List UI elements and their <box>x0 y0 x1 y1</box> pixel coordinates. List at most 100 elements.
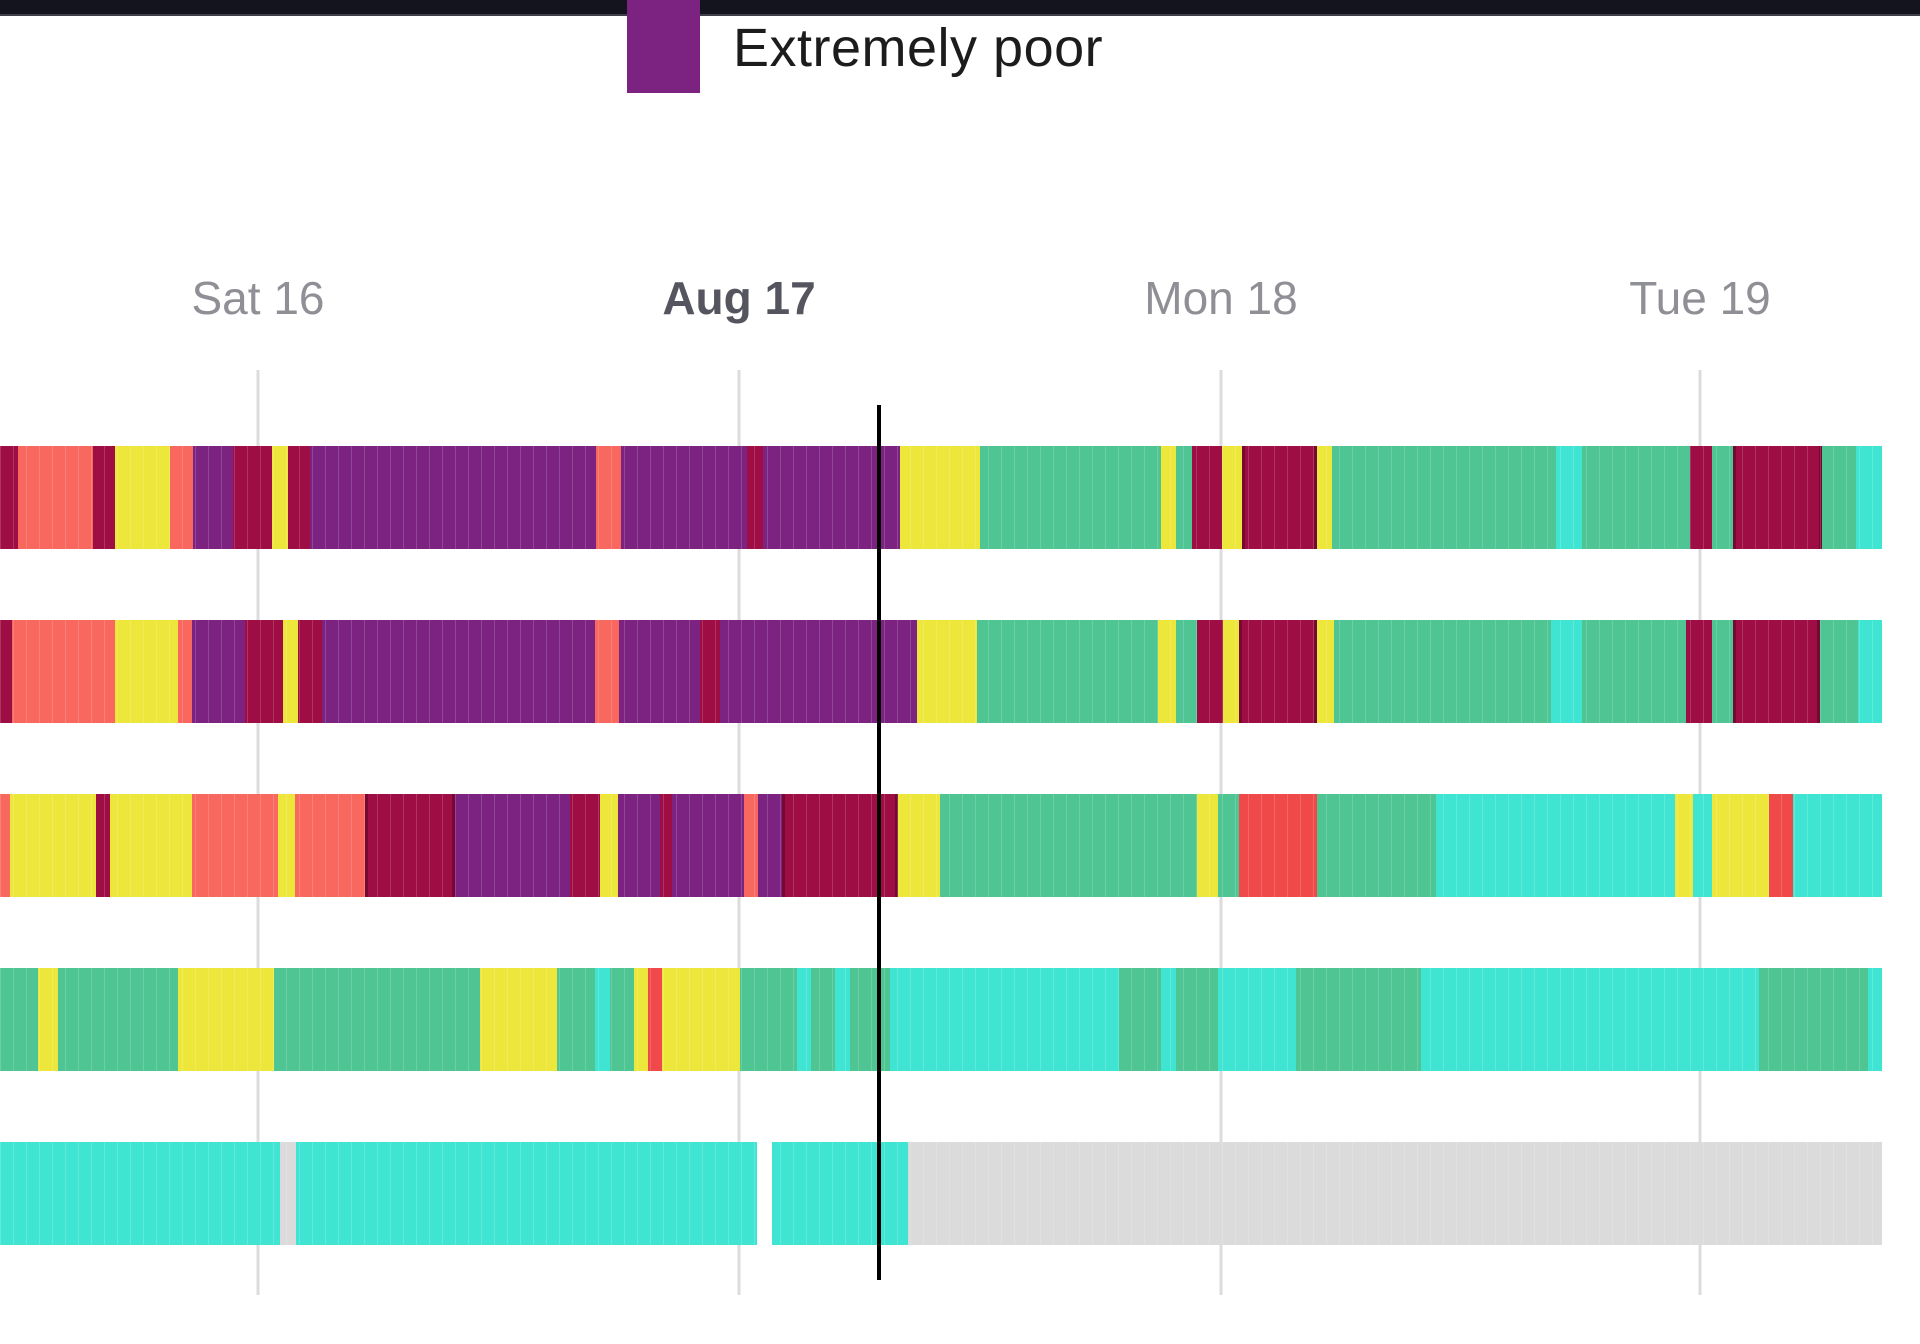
segment-yellow <box>1196 794 1218 897</box>
segment-cyan <box>1550 620 1582 723</box>
segment-salmon <box>18 446 93 549</box>
segment-yellow <box>633 968 648 1071</box>
segment-yellow <box>9 794 96 897</box>
segment-green <box>1175 968 1218 1071</box>
segment-yellow <box>177 968 274 1071</box>
segment-dark-red <box>1732 620 1820 723</box>
segment-extremely-poor <box>757 794 782 897</box>
segment-extremely-poor <box>618 620 700 723</box>
segment-green <box>1711 446 1733 549</box>
segment-yellow <box>897 794 940 897</box>
segment-yellow <box>38 968 58 1071</box>
segment-extremely-poor <box>454 794 570 897</box>
segment-cyan <box>889 968 1119 1071</box>
segment-cyan <box>1420 968 1759 1071</box>
segment-green <box>1331 446 1556 549</box>
segment-extremely-poor <box>321 620 595 723</box>
segment-dark-red <box>1689 446 1712 549</box>
segment-dark-red <box>569 794 600 897</box>
segment-cyan <box>1792 794 1882 897</box>
segment-yellow <box>1316 620 1334 723</box>
segment-green <box>609 968 634 1071</box>
segment-dark-red <box>297 620 322 723</box>
segment-yellow <box>271 446 288 549</box>
timeline-row-5 <box>0 1142 1882 1245</box>
segment-cyan <box>796 968 811 1071</box>
segment-extremely-poor <box>719 620 917 723</box>
segment-cyan <box>1867 968 1882 1071</box>
segment-green <box>1217 794 1239 897</box>
segment-dark-red <box>93 446 115 549</box>
segment-dark-red <box>0 620 12 723</box>
segment-yellow <box>1674 794 1693 897</box>
segment-dark-red <box>1685 620 1712 723</box>
segment-dark-red <box>1241 446 1317 549</box>
timeline-row-1 <box>0 446 1882 549</box>
segment-salmon <box>594 620 619 723</box>
segment-green <box>939 794 1197 897</box>
axis-label-mon-18: Mon 18 <box>1144 272 1298 324</box>
segment-salmon <box>743 794 758 897</box>
segment-green <box>556 968 595 1071</box>
segment-cyan <box>1857 620 1882 723</box>
segment-green <box>0 968 38 1071</box>
current-time-line <box>877 405 881 1280</box>
segment-green <box>1118 968 1161 1071</box>
segment-green <box>739 968 797 1071</box>
segment-cyan <box>1217 968 1296 1071</box>
timeline-row-2 <box>0 620 1882 723</box>
x-axis-labels: Sat 16 Aug 17 Mon 18 Tue 19 <box>0 268 1920 328</box>
legend-label: Extremely poor <box>733 18 1104 78</box>
segment-dark-red <box>95 794 110 897</box>
segment-green <box>979 446 1161 549</box>
segment-cyan <box>1692 794 1712 897</box>
segment-green <box>1711 620 1733 723</box>
segment-yellow <box>1221 446 1242 549</box>
segment-yellow <box>1222 620 1239 723</box>
segment-green <box>1175 620 1197 723</box>
timeline-row-3 <box>0 794 1882 897</box>
segment-salmon <box>11 620 115 723</box>
axis-label-sat-16: Sat 16 <box>191 272 325 324</box>
segment-dark-red <box>0 446 18 549</box>
segment-green <box>1821 446 1856 549</box>
axis-label-aug-17: Aug 17 <box>662 272 816 324</box>
segment-green <box>57 968 178 1071</box>
segment-dark-red <box>1732 446 1822 549</box>
segment-green <box>1175 446 1192 549</box>
segment-green <box>1758 968 1868 1071</box>
segment-green <box>1333 620 1551 723</box>
segment-extremely-poor <box>617 794 660 897</box>
segment-green <box>273 968 480 1071</box>
segment-dark-red <box>1238 620 1317 723</box>
segment-green <box>976 620 1158 723</box>
legend: Extremely poor <box>0 0 1920 100</box>
segment-yellow <box>1316 446 1332 549</box>
segment-yellow <box>1160 446 1176 549</box>
segment-yellow <box>479 968 557 1071</box>
segment-yellow <box>109 794 192 897</box>
segment-gray <box>908 1142 1882 1245</box>
segment-yellow <box>1711 794 1769 897</box>
axis-label-tue-19: Tue 19 <box>1629 272 1771 324</box>
segment-cyan <box>1555 446 1582 549</box>
legend-swatch-extremely-poor <box>627 0 700 93</box>
segment-cyan <box>0 1142 280 1245</box>
segment-salmon <box>0 794 10 897</box>
segment-cyan <box>296 1142 757 1245</box>
segment-green <box>1316 794 1436 897</box>
segment-yellow <box>114 620 178 723</box>
segment-dark-red <box>659 794 672 897</box>
segment-yellow <box>1157 620 1176 723</box>
segment-yellow <box>899 446 980 549</box>
segment-extremely-poor <box>192 446 233 549</box>
segment-gray <box>280 1142 296 1245</box>
segment-green <box>1295 968 1421 1071</box>
segment-yellow <box>115 446 170 549</box>
segment-cyan <box>594 968 610 1071</box>
segment-green <box>1581 620 1686 723</box>
segment-green <box>810 968 835 1071</box>
segment-dark-red <box>244 620 283 723</box>
segment-red <box>1768 794 1793 897</box>
